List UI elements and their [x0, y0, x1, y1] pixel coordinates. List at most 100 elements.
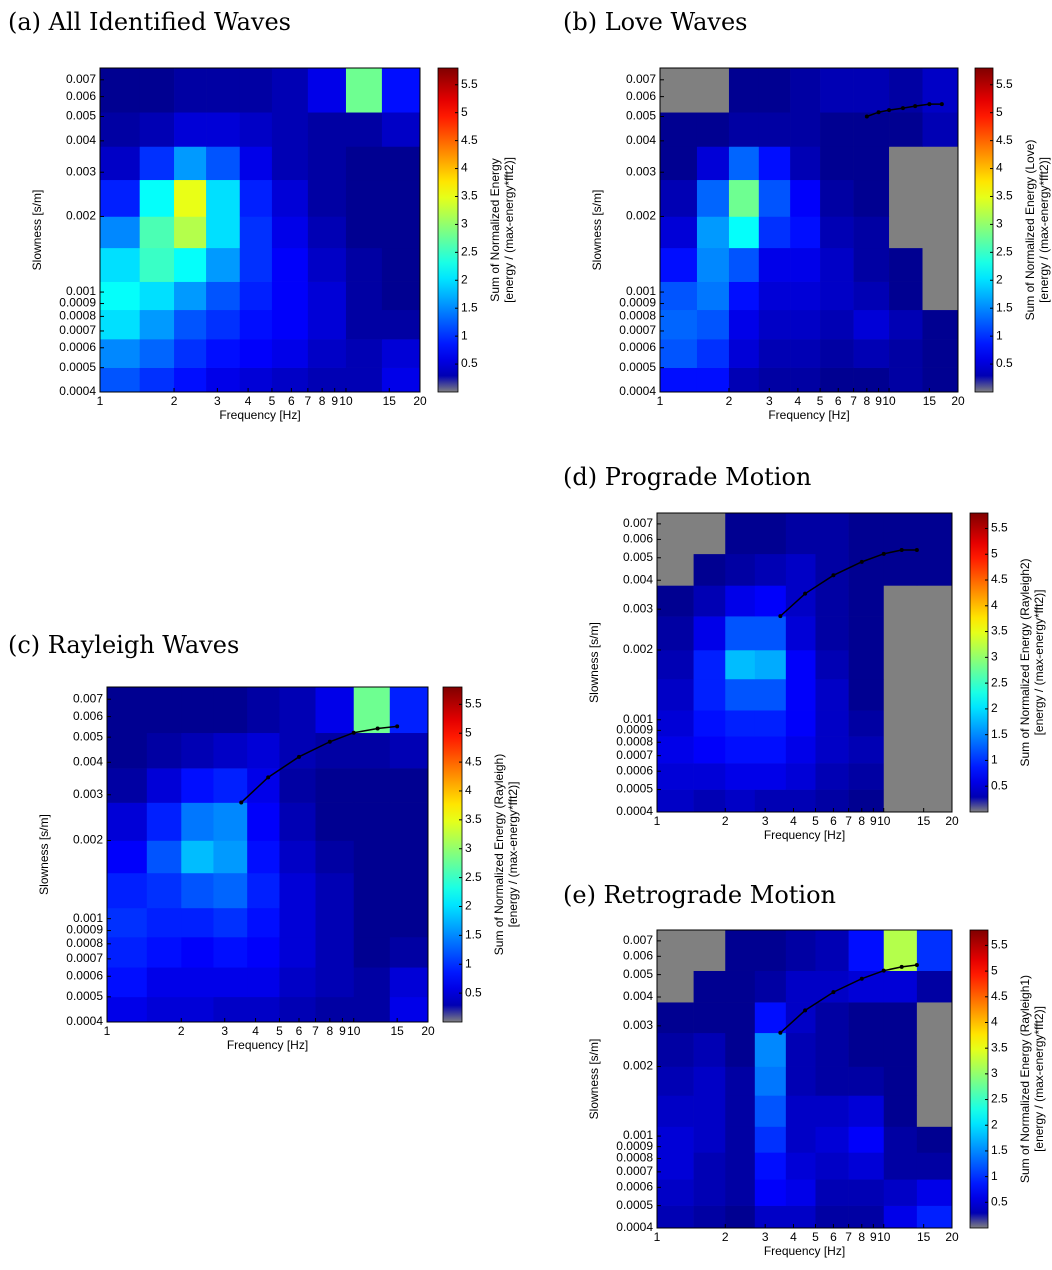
heatmap-cell [657, 1152, 694, 1180]
colorbar-tick-label: 3 [461, 217, 468, 231]
heatmap-cell [389, 840, 429, 874]
heatmap-cell [790, 281, 821, 311]
heatmap-cell [820, 367, 854, 393]
heatmap-cell [389, 732, 429, 769]
x-tick-label: 3 [762, 814, 769, 828]
heatmap-cell [728, 367, 760, 393]
heatmap-cell [889, 179, 923, 217]
heatmap-cell [271, 112, 309, 147]
heatmap-cell [785, 1066, 816, 1096]
colorbar [969, 512, 989, 813]
heatmap-cell [790, 112, 821, 147]
y-tick-label: 0.0007 [616, 1164, 653, 1178]
heatmap-cell [139, 339, 175, 368]
heatmap-cell [279, 768, 316, 803]
colorbar-label: [energy / (max-energy*fft2)] [506, 782, 520, 928]
heatmap-cell [100, 367, 140, 393]
x-tick-label: 10 [347, 1024, 361, 1038]
heatmap-cell [728, 216, 760, 249]
heatmap-cell [353, 907, 391, 938]
heatmap-cell [213, 768, 248, 803]
heatmap-cell [889, 247, 923, 282]
y-tick-label: 0.003 [623, 1018, 653, 1032]
colorbar-label: [energy / (max-energy*fft2)] [1037, 157, 1051, 303]
heatmap-cell [353, 840, 391, 874]
heatmap-cell [725, 763, 756, 790]
heatmap-cell [381, 309, 421, 340]
heatmap-cell [922, 179, 959, 217]
heatmap-cell [307, 339, 347, 368]
heatmap-cell [271, 146, 309, 181]
heatmap-cell [916, 585, 953, 617]
colorbar-tick-label: 3 [465, 841, 472, 855]
x-tick-label: 10 [877, 1230, 891, 1244]
heatmap-cell [657, 1066, 694, 1096]
heatmap-cell [785, 1152, 816, 1180]
heatmap-cell [815, 649, 849, 680]
curve-point [859, 559, 864, 564]
heatmap-cell [883, 789, 918, 813]
heatmap-cell [790, 247, 821, 282]
heatmap-cell [181, 996, 214, 1023]
colorbar-tick-label: 0.5 [461, 356, 478, 370]
heatmap-cell [754, 649, 787, 680]
x-tick-label: 10 [877, 814, 891, 828]
heatmap-cell [754, 1205, 787, 1229]
x-tick-label: 7 [312, 1024, 319, 1038]
heatmap-cell [139, 247, 175, 282]
heatmap-cell [883, 616, 918, 651]
heatmap-cell [100, 339, 140, 368]
heatmap-cell [815, 585, 849, 617]
heatmap-cell [883, 763, 918, 790]
curve-point [266, 775, 271, 780]
heatmap-cell [883, 1066, 918, 1096]
y-tick-label: 0.002 [66, 209, 96, 223]
heatmap-cell [206, 112, 241, 147]
heatmap-cell [315, 768, 355, 803]
heatmap-cell [239, 309, 273, 340]
curve-point [375, 726, 380, 731]
heatmap-cell [107, 687, 148, 734]
colorbar-tick-label: 2.5 [991, 675, 1008, 689]
heatmap-cell [883, 1152, 918, 1180]
colorbar-tick-label: 4.5 [996, 133, 1013, 147]
heatmap-cell [785, 649, 816, 680]
x-tick-label: 6 [830, 814, 837, 828]
heatmap-cell [754, 678, 787, 711]
heatmap-cell [206, 68, 241, 113]
colorbar-tick-label: 1.5 [991, 1143, 1008, 1157]
heatmap-cell [883, 736, 918, 764]
heatmap-cell [100, 216, 140, 249]
heatmap-cell [279, 687, 316, 734]
heatmap-cell [174, 281, 207, 311]
heatmap-cell [815, 789, 849, 813]
heatmap-cell [271, 247, 309, 282]
heatmap-cell [660, 309, 698, 340]
curve-point [927, 102, 932, 107]
heatmap-cell [657, 763, 694, 790]
x-tick-label: 2 [171, 394, 178, 408]
heatmap-cell [820, 339, 854, 368]
heatmap-cell [381, 68, 421, 113]
heatmap-cell [728, 281, 760, 311]
y-tick-label: 0.002 [623, 1059, 653, 1073]
colorbar-label: [energy / (max-energy*fft2)] [502, 157, 516, 303]
colorbar-label: Sum of Normalized Energy (Love) [1023, 140, 1037, 321]
colorbar-tick-label: 2.5 [461, 245, 478, 259]
heatmap-cell [381, 112, 421, 147]
heatmap-cell [660, 216, 698, 249]
heatmap-cell [883, 1205, 918, 1229]
heatmap-cell [174, 367, 207, 393]
x-tick-label: 8 [858, 1230, 865, 1244]
heatmap-cell [889, 146, 923, 181]
heatmap-cell [815, 1126, 849, 1153]
y-tick-label: 0.006 [73, 709, 103, 723]
colorbar-tick-label: 5.5 [991, 521, 1008, 535]
colorbar-tick-label: 4 [991, 598, 998, 612]
x-tick-label: 7 [845, 814, 852, 828]
heatmap-cell [848, 585, 885, 617]
heatmap-cell [345, 216, 383, 249]
heatmap-cell [107, 840, 148, 874]
colorbar-tick-label: 5.5 [996, 77, 1013, 91]
heatmap-cell [853, 146, 890, 181]
